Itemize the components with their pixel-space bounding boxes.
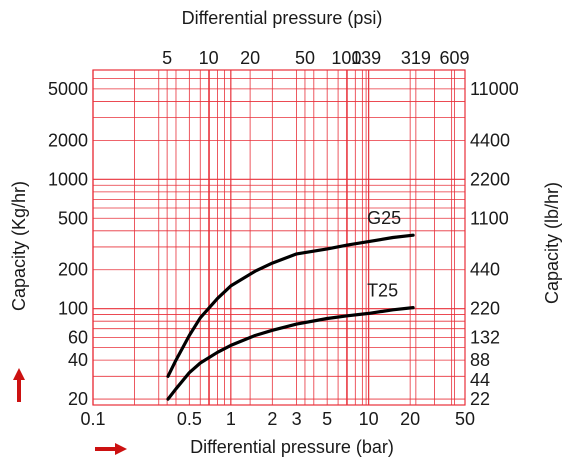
y2-tick-label: 1100 [470, 208, 509, 228]
y2-tick-label: 440 [470, 260, 500, 280]
y2-tick-label: 4400 [470, 130, 510, 150]
plot-frame [92, 69, 466, 406]
y-tick-label: 1000 [48, 169, 88, 189]
x-tick-label: 20 [400, 409, 420, 429]
series-line-g25 [166, 233, 415, 378]
y-tick-label: 500 [58, 208, 88, 228]
up-arrow-icon [13, 368, 25, 402]
x2-tick-label: 20 [240, 48, 260, 68]
y2-tick-label: 132 [470, 327, 500, 347]
x2-tick-label: 609 [440, 48, 470, 68]
x-tick-label: 0.5 [177, 409, 202, 429]
y-tick-label: 60 [68, 327, 88, 347]
right-arrow-icon [95, 443, 127, 455]
y2-tick-label: 88 [470, 350, 490, 370]
x2-tick-label: 319 [401, 48, 431, 68]
y2-tick-label: 11000 [470, 79, 519, 99]
series-line-t25 [166, 306, 415, 401]
y-tick-label: 100 [58, 299, 88, 319]
x2-tick-label: 100 [331, 48, 361, 68]
grid [92, 69, 466, 406]
x-tick-label: 1 [226, 409, 236, 429]
x-tick-label: 3 [292, 409, 302, 429]
x2-axis-title: Differential pressure (psi) [182, 8, 383, 28]
y2-tick-label: 22 [470, 389, 490, 409]
x2-tick-label: 139 [351, 48, 381, 68]
y-tick-label: 200 [58, 260, 88, 280]
x-tick-label: 50 [455, 409, 475, 429]
x-tick-label: 5 [322, 409, 332, 429]
y-axis-title: Capacity (Kg/hr) [9, 181, 29, 311]
y-tick-label: 5000 [48, 79, 88, 99]
y-tick-label: 20 [68, 389, 88, 409]
x2-tick-label: 10 [199, 48, 219, 68]
series-labels: G25 T25 [367, 208, 401, 300]
y2-tick-label: 220 [470, 299, 500, 319]
y2-tick-label: 2200 [470, 169, 510, 189]
x-tick-label: 10 [359, 409, 379, 429]
y-tick-label: 40 [68, 350, 88, 370]
x-tick-label: 0.1 [80, 409, 105, 429]
y-tick-label: 2000 [48, 130, 88, 150]
series-layer [166, 233, 415, 401]
y2-tick-label: 44 [470, 370, 490, 390]
series-label-g25: G25 [367, 208, 401, 228]
x-axis-title: Differential pressure (bar) [190, 437, 394, 457]
series-label-t25: T25 [367, 281, 398, 301]
x2-tick-label: 5 [162, 48, 172, 68]
x2-tick-label: 50 [295, 48, 315, 68]
x-tick-label: 2 [267, 409, 277, 429]
y2-axis-title: Capacity (lb/hr) [542, 182, 562, 304]
